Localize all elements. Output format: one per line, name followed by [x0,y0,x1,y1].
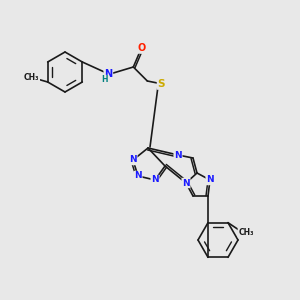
Text: O: O [137,43,146,53]
Text: H: H [101,76,108,85]
Text: N: N [182,178,190,188]
Text: CH₃: CH₃ [24,74,39,82]
Text: N: N [174,151,182,160]
Text: N: N [129,155,137,164]
Text: N: N [134,172,142,181]
Text: N: N [104,69,112,79]
Text: N: N [151,176,159,184]
Text: CH₃: CH₃ [238,228,254,237]
Text: N: N [206,176,214,184]
Text: S: S [158,79,165,89]
